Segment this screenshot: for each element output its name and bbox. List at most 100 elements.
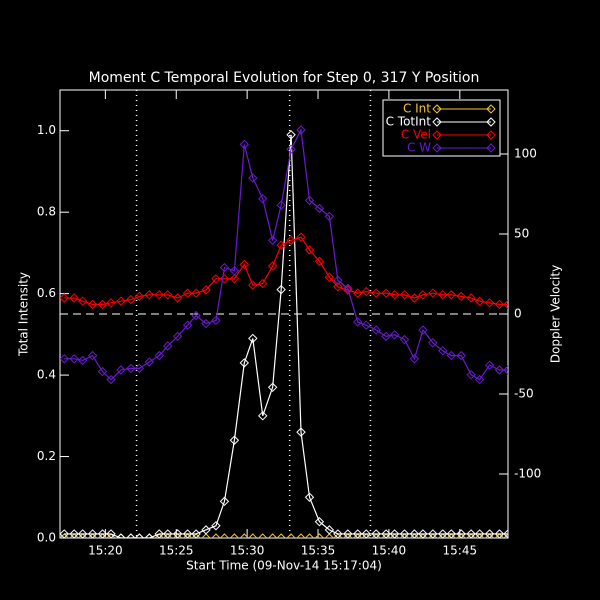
data-point xyxy=(134,363,145,374)
data-point xyxy=(361,320,371,330)
data-point xyxy=(418,533,428,538)
data-point xyxy=(494,533,505,538)
legend-marker xyxy=(486,143,496,153)
data-point xyxy=(258,278,268,289)
data-point xyxy=(69,293,79,303)
data-point xyxy=(163,290,173,300)
data-point xyxy=(144,533,155,538)
data-point xyxy=(182,320,193,330)
y-tick-label: 1.0 xyxy=(37,123,56,137)
y2-tick-label: -100 xyxy=(514,467,541,481)
data-point xyxy=(144,290,155,300)
data-point xyxy=(154,533,164,538)
data-point xyxy=(87,299,98,310)
data-point xyxy=(353,533,363,538)
data-point xyxy=(154,529,164,538)
data-point xyxy=(201,533,211,538)
data-point xyxy=(60,354,69,364)
legend-label: C W xyxy=(407,141,431,155)
data-point xyxy=(474,533,485,538)
data-point xyxy=(381,288,391,298)
data-point xyxy=(389,330,400,340)
y2-tick-label: 100 xyxy=(514,147,537,161)
x-tick-label: 15:20 xyxy=(88,544,123,558)
data-point xyxy=(494,529,505,538)
data-point xyxy=(97,366,108,377)
data-point xyxy=(239,259,250,270)
data-point xyxy=(69,533,79,538)
y2-tick-label: 0 xyxy=(514,307,522,321)
data-point xyxy=(304,245,315,255)
data-point xyxy=(182,533,193,538)
data-point xyxy=(163,341,173,351)
data-point xyxy=(418,325,428,335)
data-point xyxy=(474,296,485,306)
series-line xyxy=(64,127,508,381)
data-point xyxy=(211,521,221,531)
data-point xyxy=(229,274,240,284)
data-point xyxy=(276,200,286,210)
data-point xyxy=(314,203,325,214)
data-point xyxy=(314,256,325,266)
data-point xyxy=(484,529,495,538)
y-tick-label: 0.2 xyxy=(37,449,56,463)
data-point xyxy=(219,533,230,538)
legend-label: C Int xyxy=(403,102,431,116)
data-point xyxy=(267,533,278,538)
y2-tick-label: 50 xyxy=(514,227,529,241)
data-point xyxy=(494,365,505,375)
data-point xyxy=(428,288,438,298)
data-point xyxy=(97,299,108,310)
data-point xyxy=(60,529,69,538)
data-point xyxy=(182,529,193,538)
data-point xyxy=(389,529,400,538)
data-point xyxy=(304,492,315,502)
data-point xyxy=(248,280,258,290)
y2-tick-label: -50 xyxy=(514,387,534,401)
data-point xyxy=(191,529,201,538)
data-point xyxy=(276,284,286,295)
data-point xyxy=(172,529,183,538)
legend-marker xyxy=(486,117,496,127)
data-point xyxy=(60,533,69,538)
data-point xyxy=(239,358,250,368)
y-tick-label: 0.0 xyxy=(37,531,56,545)
data-point xyxy=(77,529,88,538)
data-point xyxy=(97,529,108,538)
data-point xyxy=(239,139,250,150)
data-point xyxy=(314,533,325,538)
data-point xyxy=(389,290,400,300)
data-point xyxy=(87,529,98,538)
data-point xyxy=(201,285,211,295)
data-point xyxy=(191,533,201,538)
series-line xyxy=(64,236,508,305)
data-point xyxy=(409,354,420,364)
data-point xyxy=(371,529,381,538)
data-point xyxy=(466,370,476,380)
x-tick-label: 15:35 xyxy=(301,544,336,558)
legend-marker xyxy=(432,104,442,114)
data-point xyxy=(219,262,230,273)
chart-title: Moment C Temporal Evolution for Step 0, … xyxy=(89,70,480,86)
data-point xyxy=(163,533,173,538)
data-point xyxy=(503,529,508,538)
data-point xyxy=(361,286,371,297)
data-point xyxy=(466,533,476,538)
data-point xyxy=(258,533,268,538)
data-point xyxy=(201,525,211,535)
data-point xyxy=(267,261,278,271)
data-point xyxy=(389,533,400,538)
data-point xyxy=(296,232,306,242)
data-point xyxy=(211,274,221,284)
y2-axis-label: Doppler Velocity xyxy=(549,265,563,363)
y-tick-label: 0.6 xyxy=(37,286,56,300)
data-point xyxy=(333,282,343,292)
data-point xyxy=(201,318,211,329)
data-point xyxy=(343,529,353,538)
data-point xyxy=(296,533,306,538)
data-point xyxy=(172,331,183,342)
x-tick-label: 15:30 xyxy=(230,544,265,558)
legend-marker xyxy=(432,117,442,127)
data-point xyxy=(87,533,98,538)
